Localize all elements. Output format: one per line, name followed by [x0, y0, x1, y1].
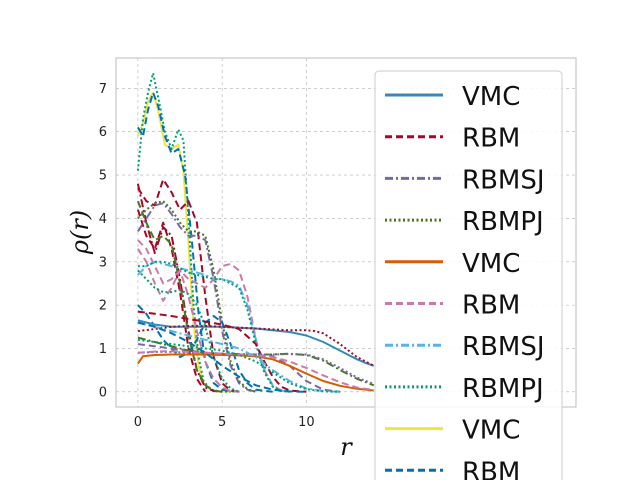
series-layer [136, 72, 375, 393]
series-line-26 [137, 321, 307, 393]
legend: VMC RBM RBMSJ RBMPJ VMC RBM RBMSJ RBMPJ VMC RBM [374, 70, 563, 480]
series-line-7 [137, 202, 257, 393]
y-tick-label: 3 [99, 255, 107, 270]
x-axis-label: r [340, 433, 353, 461]
series-line-9 [136, 200, 223, 393]
y-tick-label: 2 [99, 299, 107, 314]
series-line-3 [137, 91, 243, 393]
series-line-14 [137, 269, 240, 393]
y-tick-label: 7 [99, 82, 107, 97]
plot-frame [115, 57, 577, 408]
y-axis-label: ρ(r) [66, 210, 94, 255]
x-tick-label: 5 [218, 415, 226, 430]
series-line-24 [137, 321, 341, 393]
series-line-18 [137, 310, 307, 393]
series-line-2 [136, 72, 231, 393]
y-tick-label: 0 [99, 385, 107, 400]
y-tick-label: 4 [99, 212, 107, 227]
series-line-15 [137, 304, 273, 393]
y-tick-label: 5 [99, 169, 107, 184]
x-tick-label: 10 [298, 415, 315, 430]
legend-label: RBMSJ [462, 332, 545, 362]
legend-label: VMC [462, 249, 520, 279]
legend-label: RBM [462, 124, 520, 154]
legend-label: VMC [462, 82, 520, 112]
series-line-11 [137, 248, 240, 393]
series-line-23 [137, 350, 374, 392]
legend-label: RBMSJ [462, 165, 545, 195]
series-line-17 [137, 324, 375, 367]
legend-label: RBMPJ [462, 374, 544, 404]
legend-label: RBM [462, 291, 520, 321]
tick-labels: 0 5 10 0 1 2 3 4 5 6 7 [99, 82, 315, 430]
series-line-21 [137, 350, 375, 385]
legend-label: VMC [462, 416, 520, 446]
legend-box [374, 70, 563, 480]
legend-label: RBM [462, 457, 520, 480]
series-line-4 [137, 178, 240, 393]
legend-label: RBMPJ [462, 207, 544, 237]
y-tick-label: 6 [99, 125, 107, 140]
x-tick-label: 0 [134, 415, 142, 430]
y-tick-label: 1 [99, 342, 107, 357]
series-line-22 [137, 353, 374, 392]
